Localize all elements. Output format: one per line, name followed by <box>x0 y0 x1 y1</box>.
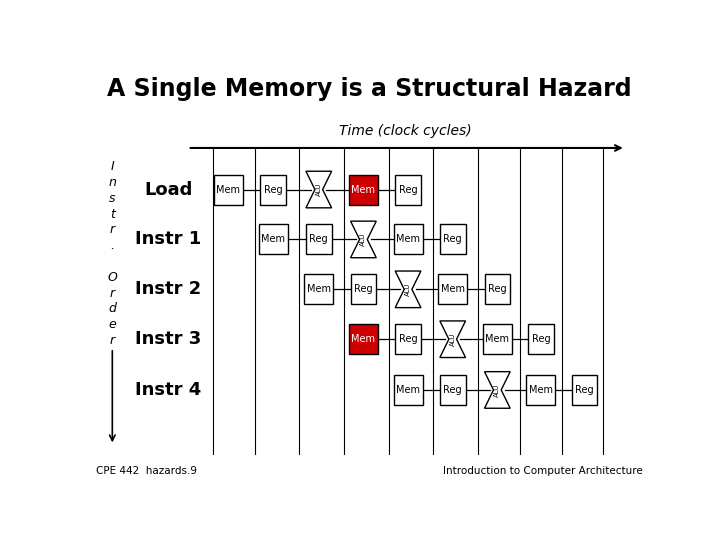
Text: Reg: Reg <box>444 234 462 245</box>
Text: e: e <box>109 318 116 331</box>
Bar <box>483 324 512 354</box>
Bar <box>526 375 555 405</box>
Text: Mem: Mem <box>396 234 420 245</box>
Text: Instr 1: Instr 1 <box>135 231 202 248</box>
Text: Instr 3: Instr 3 <box>135 330 202 348</box>
Text: Introduction to Computer Architecture: Introduction to Computer Architecture <box>443 465 642 476</box>
Polygon shape <box>306 171 332 208</box>
Text: r: r <box>109 287 115 300</box>
Text: Reg: Reg <box>264 185 282 194</box>
Text: d: d <box>109 302 116 315</box>
Bar <box>438 274 467 305</box>
Bar <box>485 274 510 305</box>
Text: Mem: Mem <box>441 285 464 294</box>
Text: Instr 4: Instr 4 <box>135 381 202 399</box>
Text: ALU: ALU <box>361 233 366 246</box>
Bar <box>258 225 287 254</box>
Text: Mem: Mem <box>485 334 509 344</box>
Text: Reg: Reg <box>399 334 418 344</box>
Bar <box>394 225 423 254</box>
Text: CPE 442  hazards.9: CPE 442 hazards.9 <box>96 465 197 476</box>
Text: ALU: ALU <box>405 282 411 296</box>
Text: Time (clock cycles): Time (clock cycles) <box>339 124 472 138</box>
Text: Mem: Mem <box>529 385 553 395</box>
Bar <box>306 225 332 254</box>
Bar <box>305 274 333 305</box>
Text: Mem: Mem <box>217 185 240 194</box>
Polygon shape <box>440 321 466 357</box>
Text: I: I <box>110 160 114 173</box>
Bar <box>528 324 554 354</box>
Text: Mem: Mem <box>351 334 375 344</box>
Polygon shape <box>395 271 421 308</box>
Bar <box>395 174 421 205</box>
Text: O: O <box>107 271 117 284</box>
Text: n: n <box>109 176 116 189</box>
Bar <box>440 225 466 254</box>
Bar <box>351 274 377 305</box>
Text: Mem: Mem <box>307 285 330 294</box>
Text: Reg: Reg <box>354 285 373 294</box>
Text: ALU: ALU <box>450 333 456 346</box>
Text: r: r <box>109 224 115 237</box>
Bar <box>394 375 423 405</box>
Text: ALU: ALU <box>495 383 500 397</box>
Text: t: t <box>110 207 114 220</box>
Bar <box>440 375 466 405</box>
Text: Reg: Reg <box>531 334 550 344</box>
Text: ALU: ALU <box>316 183 322 196</box>
Text: Mem: Mem <box>261 234 285 245</box>
Bar <box>349 174 378 205</box>
Bar <box>572 375 597 405</box>
Text: Load: Load <box>144 180 192 199</box>
Text: s: s <box>109 192 116 205</box>
Text: A Single Memory is a Structural Hazard: A Single Memory is a Structural Hazard <box>107 77 631 102</box>
Polygon shape <box>485 372 510 408</box>
Bar <box>214 174 243 205</box>
Bar <box>395 324 421 354</box>
Text: Reg: Reg <box>399 185 418 194</box>
Text: r: r <box>109 334 115 347</box>
Text: Mem: Mem <box>396 385 420 395</box>
Text: Instr 2: Instr 2 <box>135 280 202 298</box>
Bar <box>349 324 378 354</box>
Bar <box>260 174 286 205</box>
Text: .: . <box>110 239 114 252</box>
Text: Reg: Reg <box>575 385 594 395</box>
Polygon shape <box>351 221 377 258</box>
Text: Reg: Reg <box>488 285 507 294</box>
Text: Reg: Reg <box>310 234 328 245</box>
Text: Reg: Reg <box>444 385 462 395</box>
Text: Mem: Mem <box>351 185 375 194</box>
